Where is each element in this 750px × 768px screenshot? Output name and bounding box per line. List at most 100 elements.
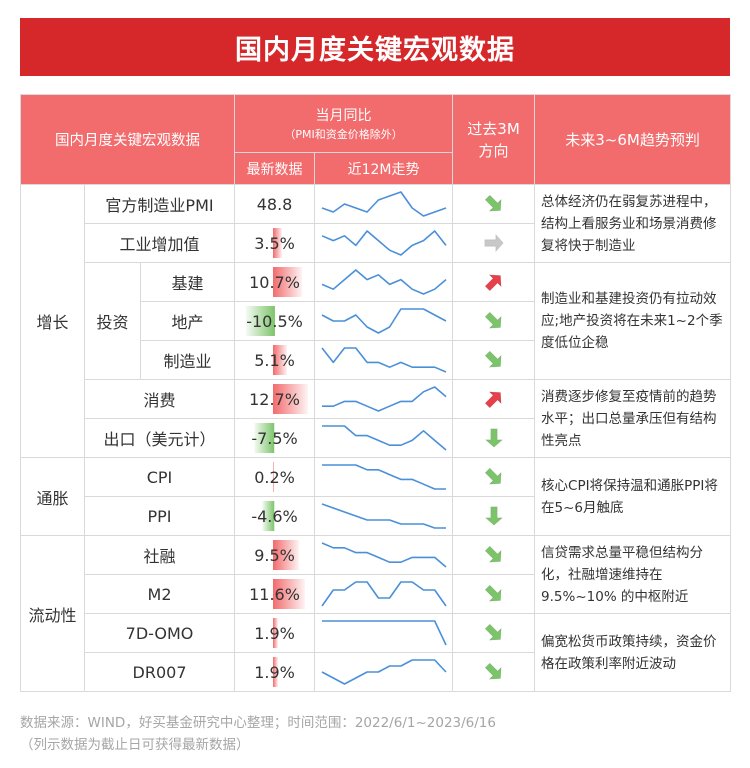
arrow-up-right-icon <box>484 274 501 292</box>
direction-arrow-cell <box>452 496 536 536</box>
value-bar-wrap: 10.7% <box>235 263 314 301</box>
header-latest: 最新数据 <box>234 152 316 185</box>
header-yoy-label: 当月同比 <box>315 108 372 124</box>
sparkline-series <box>321 191 446 217</box>
latest-value: -10.5% <box>246 311 303 331</box>
sparkline-series <box>321 620 447 646</box>
value-data-bar <box>272 579 305 609</box>
trend-sparkline <box>314 613 454 653</box>
arrow-down-right-icon <box>484 467 501 485</box>
sparkline-svg <box>321 269 447 295</box>
latest-value: 10.7% <box>249 272 300 292</box>
latest-value-cell: 48.8 <box>234 184 316 224</box>
sparkline-series <box>321 425 447 451</box>
sparkline-svg <box>321 230 447 256</box>
value-bar-wrap: -10.5% <box>235 302 314 340</box>
latest-value-cell: 1.9% <box>234 652 316 692</box>
value-bar-wrap: 48.8 <box>235 185 314 223</box>
trend-sparkline <box>314 184 454 224</box>
indicator-name: 基建 <box>139 262 236 302</box>
sparkline-svg <box>321 425 447 451</box>
direction-arrow-cell <box>452 457 536 497</box>
direction-arrow-cell <box>452 184 536 224</box>
trend-sparkline <box>314 340 454 380</box>
indicator-name: PPI <box>83 496 236 536</box>
arrow-down-right-icon <box>484 662 501 680</box>
value-data-bar <box>272 657 278 687</box>
value-data-bar <box>261 501 275 531</box>
indicator-name: 7D-OMO <box>83 613 236 653</box>
trend-sparkline <box>314 652 454 692</box>
sparkline-series <box>321 503 446 529</box>
latest-value-cell: -10.5% <box>234 301 316 341</box>
header-forecast: 未来3~6M趋势预判 <box>534 94 732 185</box>
latest-value: 1.9% <box>254 623 295 643</box>
arrow-down-right-icon <box>484 545 501 563</box>
latest-value: 5.1% <box>254 350 295 370</box>
macro-data-table: 国内月度关键宏观数据 当月同比 （PMI和资金价格除外） 过去3M 方向 未来3… <box>19 94 732 692</box>
indicator-name: M2 <box>83 574 236 614</box>
latest-value-cell: 10.7% <box>234 262 316 302</box>
header-past3m: 过去3M 方向 <box>452 94 536 185</box>
sparkline-series <box>321 386 447 412</box>
latest-value-cell: -4.6% <box>234 496 316 536</box>
latest-value: 3.5% <box>254 233 295 253</box>
trend-sparkline <box>314 379 454 419</box>
sparkline-svg <box>321 191 446 217</box>
sparkline-svg <box>320 581 447 607</box>
table-row: DR007 1.9% <box>21 652 731 692</box>
table-row: PPI -4.6% <box>21 496 731 536</box>
sparkline-series <box>321 542 447 568</box>
direction-arrow-cell <box>452 418 536 458</box>
forecast-text: 核心CPI将保持温和通胀PPI将在5~6月触底 <box>534 457 732 536</box>
latest-value-cell: -7.5% <box>234 418 316 458</box>
sparkline-series <box>320 347 446 373</box>
latest-value: 9.5% <box>254 545 295 565</box>
sparkline-series <box>321 308 446 334</box>
trend-sparkline <box>314 496 454 536</box>
arrow-down-right-icon <box>484 623 501 641</box>
arrow-down-right-icon <box>484 194 501 212</box>
category-inflation: 通胀 <box>20 457 85 536</box>
latest-value-cell: 3.5% <box>234 223 316 263</box>
latest-value: 0.2% <box>254 467 295 487</box>
trend-sparkline <box>314 223 454 263</box>
direction-arrow-cell <box>452 652 536 692</box>
value-bar-wrap: 1.9% <box>235 653 314 691</box>
value-data-bar <box>253 423 275 453</box>
header-past3m-line1: 过去3M <box>467 119 520 138</box>
sparkline-series <box>321 464 446 490</box>
latest-value-cell: 9.5% <box>234 535 316 575</box>
table-row: 通胀 CPI 0.2% 核心CPI将保持温和通胀PPI将在5~6月触底 <box>20 457 732 536</box>
indicator-name: 工业增加值 <box>83 223 236 263</box>
table-row: 7D-OMO 1.9% 偏宽松货币政策持续，资金价格在政策利率附近波动 <box>21 613 732 692</box>
header-yoy-group: 当月同比 （PMI和资金价格除外） <box>234 94 454 153</box>
sparkline-series <box>321 269 447 295</box>
arrow-down-right-icon <box>484 311 501 329</box>
value-data-bar <box>272 228 283 258</box>
header-trend12m: 近12M走势 <box>314 152 454 185</box>
indicator-name: 地产 <box>139 301 236 341</box>
arrow-down-right-icon <box>484 584 501 602</box>
header-indicator: 国内月度关键宏观数据 <box>19 94 236 185</box>
sparkline-series <box>321 659 447 685</box>
latest-value-cell: 5.1% <box>234 340 316 380</box>
sparkline-svg <box>321 386 447 412</box>
header-yoy-note: （PMI和资金价格除外） <box>284 128 403 141</box>
indicator-name: CPI <box>83 457 236 497</box>
latest-value-cell: 1.9% <box>234 613 316 653</box>
direction-arrow-cell <box>452 262 536 302</box>
latest-value-cell: 11.6% <box>234 574 316 614</box>
value-bar-wrap: -7.5% <box>235 419 314 457</box>
sparkline-svg <box>321 659 447 685</box>
header-past3m-line2: 方向 <box>478 141 509 160</box>
trend-sparkline <box>314 535 454 575</box>
value-data-bar <box>272 384 308 414</box>
indicator-name: DR007 <box>83 652 236 692</box>
trend-sparkline <box>314 262 454 302</box>
table-row: 增长 官方制造业PMI 48.8 总体经济仍在弱复苏进程中，结构上看服务业和场景… <box>20 184 732 458</box>
sparkline-svg <box>321 464 446 490</box>
latest-value-cell: 12.7% <box>234 379 316 419</box>
forecast-text: 消费逐步修复至疫情前的趋势水平；出口总量承压但有结构性亮点 <box>534 379 732 458</box>
value-bar-wrap: 11.6% <box>235 575 314 613</box>
